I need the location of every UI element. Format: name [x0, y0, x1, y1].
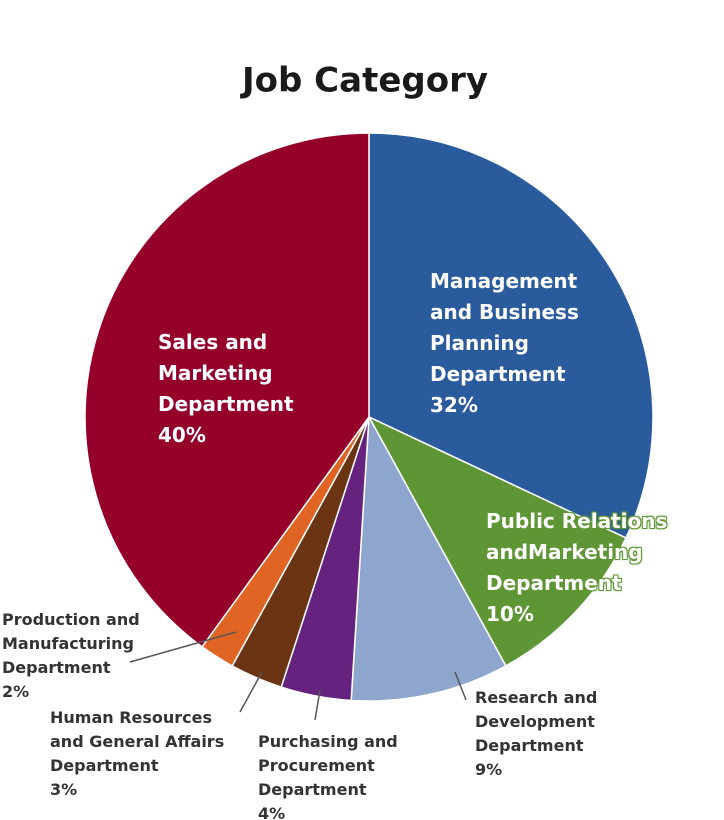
category-label: Management and Business Planning Departm… — [430, 269, 579, 386]
slice-label: Sales and Marketing Department 40% — [158, 327, 294, 451]
value-label: 4% — [258, 804, 286, 820]
leader-line — [129, 631, 237, 663]
slice-label: Purchasing and Procurement Department 4% — [258, 730, 418, 820]
value-label: 9% — [475, 760, 503, 779]
category-label: Sales and Marketing Department — [158, 330, 294, 416]
slice-label: Production and Manufacturing Department 2… — [2, 608, 152, 704]
value-label: 3% — [50, 780, 78, 799]
leader-line — [314, 689, 321, 721]
category-label: Research and Development Department — [475, 688, 598, 755]
value-label: 2% — [2, 682, 30, 701]
slice-label: Research and Development Department 9% — [475, 686, 707, 782]
leader-line — [239, 671, 263, 713]
value-label: 32% — [430, 393, 478, 417]
pie-slice — [350, 414, 507, 702]
category-label: Public Relations andMarketing Department — [486, 509, 668, 595]
category-label: Human Resources and General Affairs Depa… — [50, 708, 225, 775]
pie-slice — [367, 415, 627, 667]
slice-label: Management and Business Planning Departm… — [430, 266, 590, 421]
value-label: 10% — [486, 602, 534, 626]
category-label: Production and Manufacturing Department — [2, 610, 140, 677]
pie-slice — [84, 132, 370, 648]
pie-slice — [368, 132, 654, 539]
value-label: 40% — [158, 423, 206, 447]
category-label: Purchasing and Procurement Department — [258, 732, 398, 799]
leader-line — [454, 671, 467, 701]
slice-label: Human Resources and General Affairs Depa… — [50, 706, 240, 802]
slice-label: Public Relations andMarketing Department… — [486, 506, 671, 630]
chart-title: Job Category — [240, 61, 488, 101]
leader-lines — [129, 631, 467, 721]
